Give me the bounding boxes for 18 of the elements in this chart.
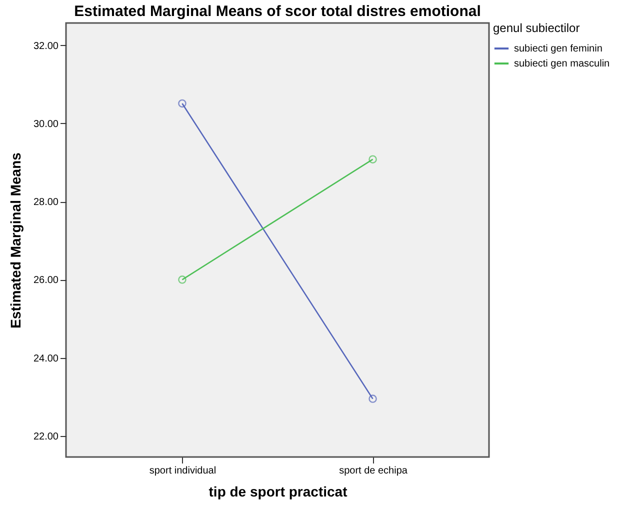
y-tick-label: 26.00 [33, 275, 59, 286]
point [368, 394, 377, 403]
y-axis-title: Estimated Marginal Means [7, 152, 24, 328]
point [368, 155, 377, 164]
y-tick-label: 22.00 [33, 431, 59, 442]
y-tick-label: 28.00 [33, 197, 59, 208]
y-tick-label: 30.00 [33, 118, 59, 130]
legend-title: genul subiectilor [493, 21, 580, 35]
chart-title: Estimated Marginal Means of scor total distres emotional [74, 3, 481, 20]
legend-label: subiecti gen feminin [514, 44, 602, 54]
x-tick-label: sport de echipa [339, 466, 408, 476]
point [178, 99, 186, 108]
x-tick-label: sport individual [149, 466, 216, 476]
legend-label: subiecti gen masculin [514, 58, 610, 70]
y-tick-label: 24.00 [33, 353, 59, 364]
x-axis-title: tip de sport practicat [208, 484, 348, 500]
y-tick-label: 32.00 [33, 40, 59, 52]
point [178, 276, 186, 284]
